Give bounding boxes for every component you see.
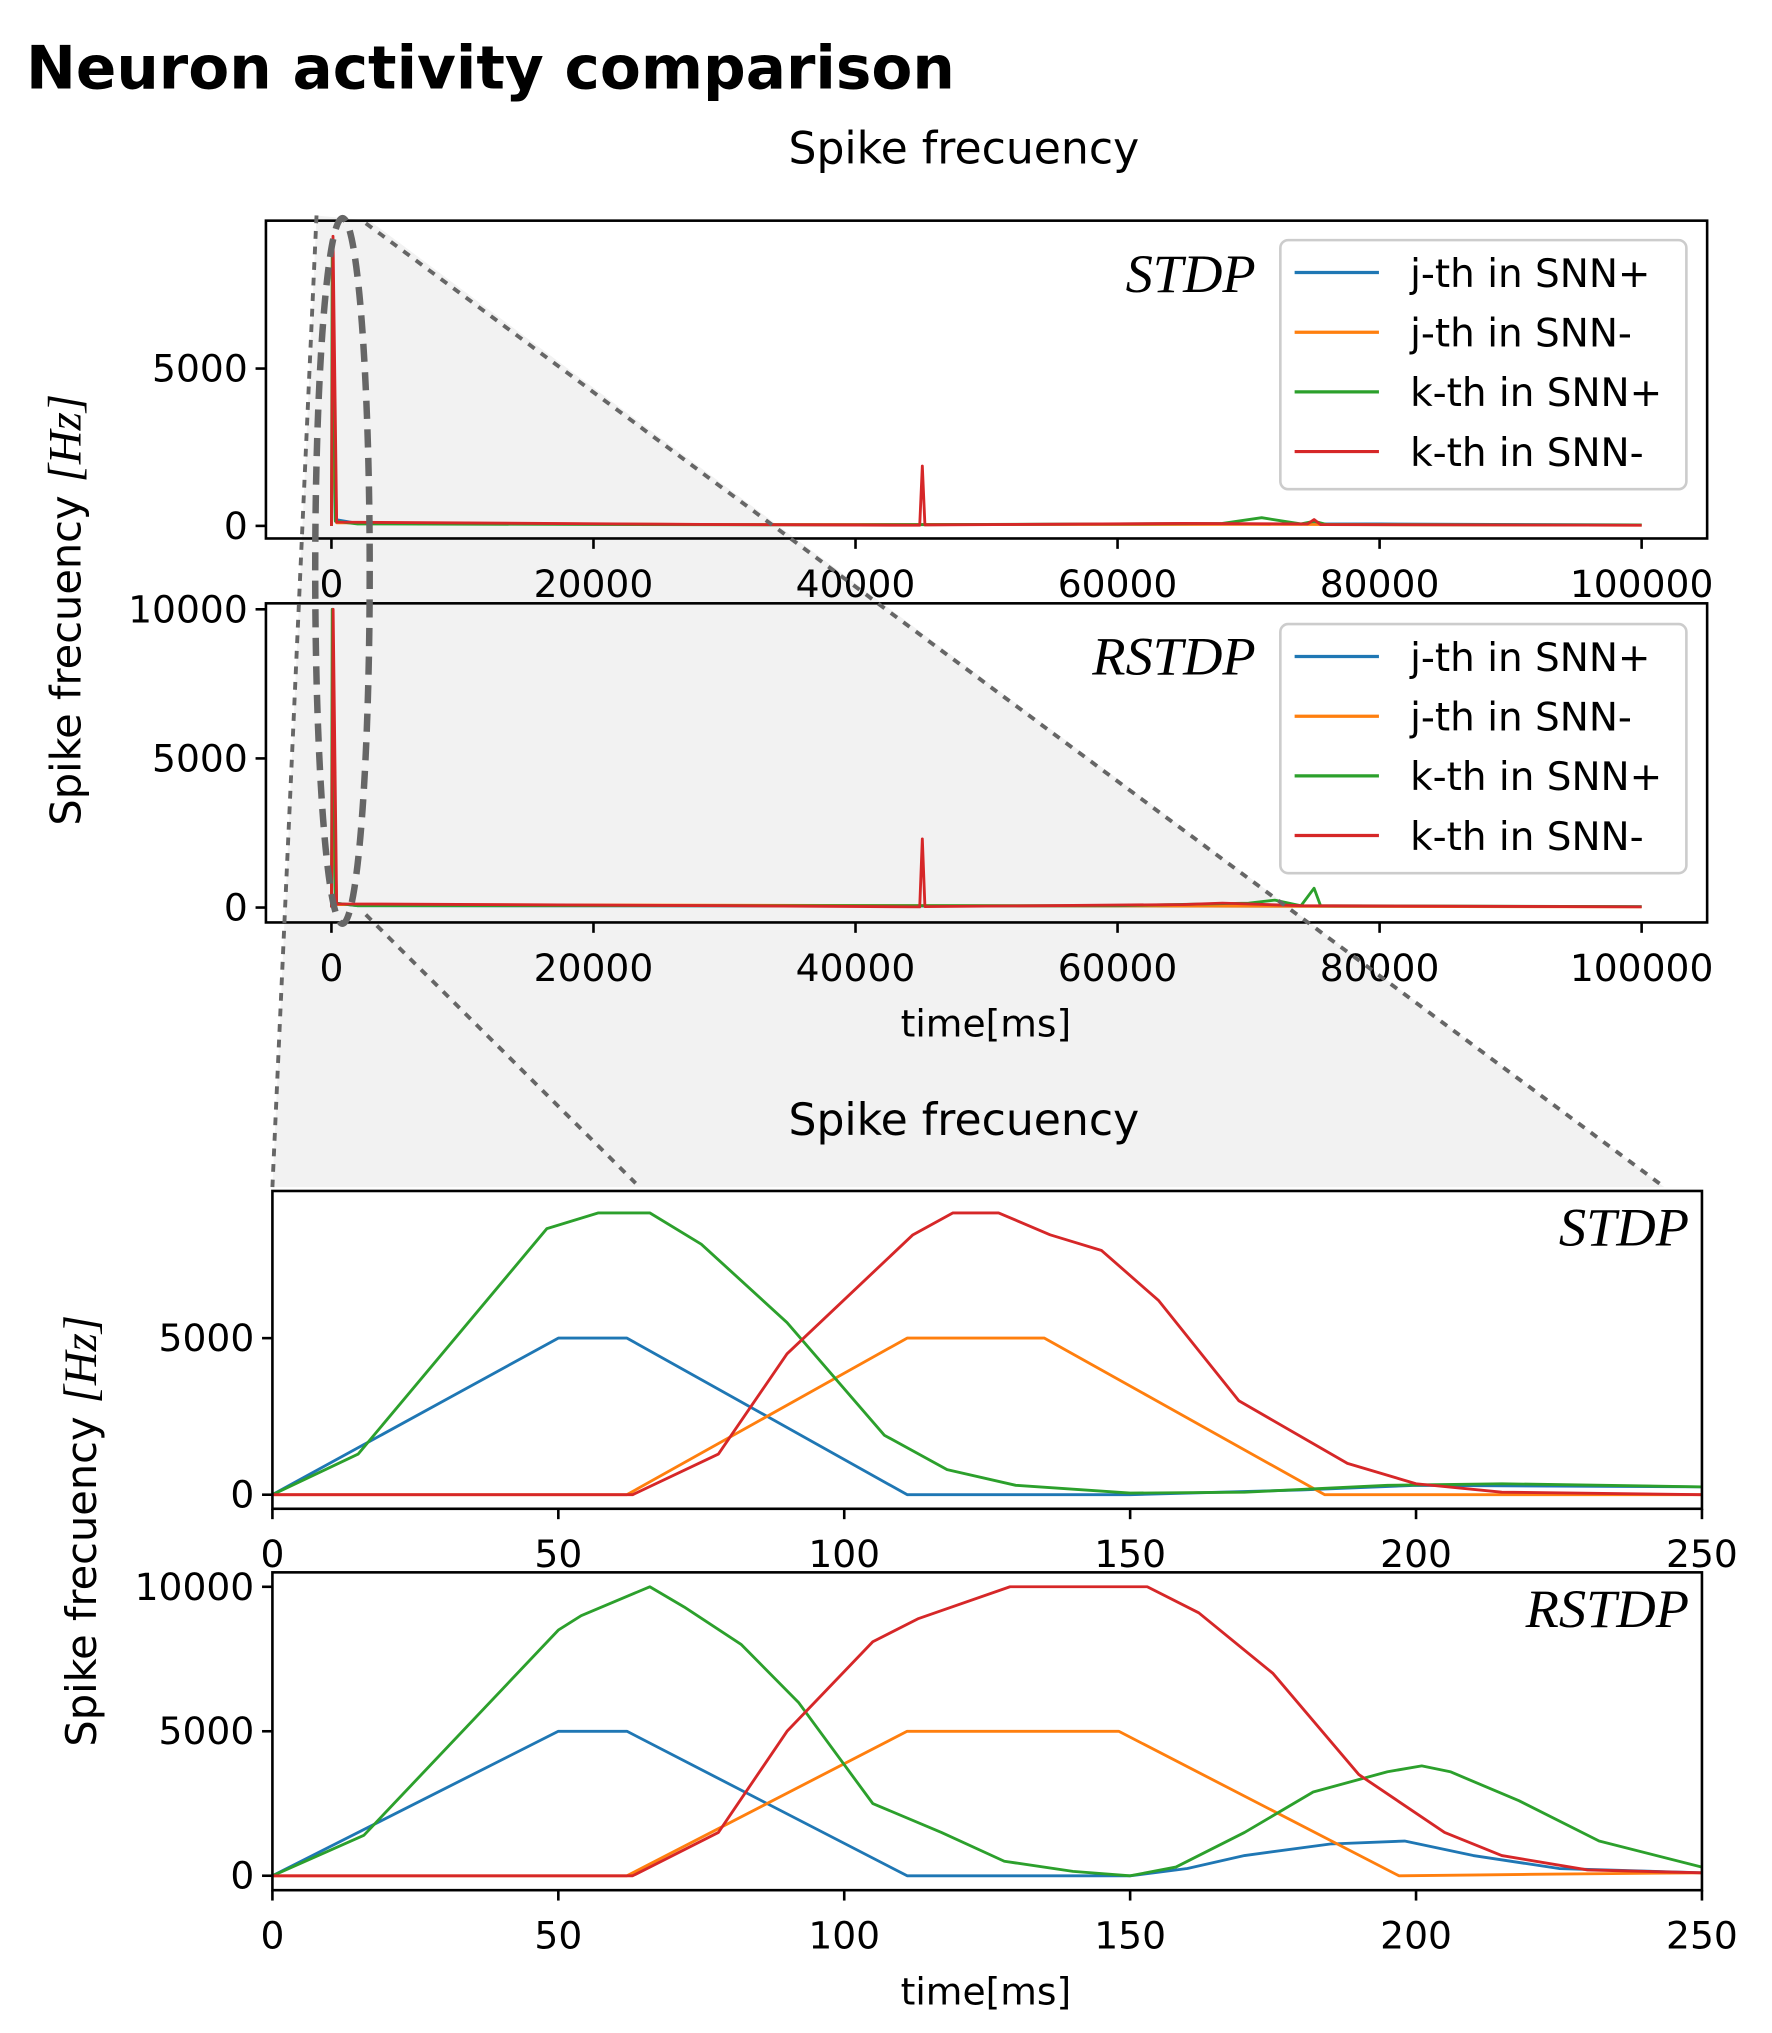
legend-box <box>1279 238 1688 491</box>
x-tick-label: 50 <box>534 1914 582 1958</box>
series-line-3 <box>272 1585 1702 1878</box>
panel-label: STDP <box>1559 1196 1689 1257</box>
panel-overview-stdp: 0 20000 40000 60000 80000 100000 0 5000 STDP j-th… <box>152 219 1714 606</box>
legend-entry: k-th in SNN- <box>1410 815 1644 860</box>
x-tick-label: 60000 <box>1058 946 1178 990</box>
series-line-2 <box>271 1585 1703 1878</box>
x-tick-label: 100 <box>808 1532 880 1576</box>
series-line-3 <box>330 607 1642 909</box>
x-tick-label: 80000 <box>1320 946 1440 990</box>
legend-entry: j-th in SNN- <box>1409 695 1632 740</box>
y-tick-label: 5000 <box>159 1709 255 1753</box>
y-tick-label: 0 <box>230 1854 254 1898</box>
panel-label: STDP <box>1126 243 1256 304</box>
x-tick-label: 200 <box>1380 1532 1452 1576</box>
series-line-0 <box>271 1729 1702 1878</box>
series-line-2 <box>271 1211 1702 1496</box>
overview-title: Spike frecuency <box>788 124 1139 175</box>
y-tick-label: 5000 <box>152 736 248 780</box>
zoom-shade <box>272 215 1665 1188</box>
x-tick-label: 60000 <box>1058 562 1178 606</box>
x-tick-label: 0 <box>260 1914 284 1958</box>
x-tick-label: 80000 <box>1320 562 1440 606</box>
y-tick-label: 10000 <box>135 1565 255 1609</box>
legend: j-th in SNN+ j-th in SNN-k-th in SNN+ k-th… <box>1279 622 1688 875</box>
x-tick-label: 150 <box>1094 1914 1166 1958</box>
legend-entry: k-th in SNN+ <box>1410 755 1662 800</box>
legend: j-th in SNN+ j-th in SNN-k-th in SNN+ k-th… <box>1279 238 1688 491</box>
x-tick-label: 100 <box>808 1914 880 1958</box>
legend-entry: j-th in SNN+ <box>1409 636 1650 681</box>
panel-zoom-rstdp: 0 50 100 150 200 250 0 5000 10000 RSTDP time[ms] <box>135 1565 1738 2014</box>
x-tick-label: 40000 <box>796 562 916 606</box>
zoom-region-ellipse <box>311 214 373 927</box>
x-tick-label: 0 <box>260 1532 284 1576</box>
axes-frame <box>264 219 1709 540</box>
x-tick-label: 200 <box>1380 1914 1452 1958</box>
y-tick-label: 0 <box>224 504 248 548</box>
x-tick-label: 0 <box>319 562 343 606</box>
series-line-3 <box>330 234 1642 527</box>
legend-box <box>1279 622 1688 875</box>
y-tick-label: 0 <box>224 886 248 930</box>
x-tick-label: 0 <box>319 946 343 990</box>
x-tick-label: 250 <box>1666 1914 1738 1958</box>
zoom-connector-lines <box>270 214 1666 1189</box>
ylabel-text: Spike frecuency <box>41 482 90 825</box>
y-tick-label: 5000 <box>159 1316 255 1360</box>
legend-entry: j-th in SNN+ <box>1409 252 1650 297</box>
axes-frame <box>271 1189 1704 1511</box>
page-title: Neuron activity comparison <box>26 34 955 103</box>
x-tick-label: 100000 <box>1570 562 1714 606</box>
x-tick-label: 100000 <box>1570 946 1714 990</box>
overview-y-label: Spike frecuency [Hz] <box>39 394 91 826</box>
y-tick-label: 0 <box>230 1473 254 1517</box>
y-tick-label: 10000 <box>128 587 248 631</box>
series-line-3 <box>272 1211 1702 1497</box>
x-tick-label: 40000 <box>796 946 916 990</box>
panel-label: RSTDP <box>1525 1578 1689 1639</box>
x-tick-label: 50 <box>534 1532 582 1576</box>
plot-background <box>272 1190 1702 1509</box>
x-tick-label: 150 <box>1094 1532 1166 1576</box>
zoom-y-label: Spike frecuency [Hz] <box>55 1315 107 1747</box>
x-tick-label: 20000 <box>534 946 654 990</box>
panel-overview-rstdp: 0 20000 40000 60000 80000 100000 0 5000 10000 RST… <box>128 587 1713 1045</box>
x-tick-label: 20000 <box>534 562 654 606</box>
axes-frame <box>264 602 1709 924</box>
x-axis-label: time[ms] <box>901 1969 1072 2013</box>
legend-entry: k-th in SNN+ <box>1410 371 1662 416</box>
legend-entry: j-th in SNN- <box>1409 311 1632 356</box>
panel-label: RSTDP <box>1091 626 1255 687</box>
x-axis-label: time[ms] <box>901 1002 1072 1046</box>
legend-entry: k-th in SNN- <box>1410 431 1644 476</box>
zoom-title: Spike frecuency <box>788 1095 1139 1146</box>
x-tick-label: 250 <box>1666 1532 1738 1576</box>
y-tick-label: 5000 <box>152 347 248 391</box>
panel-zoom-stdp: 0 50 100 150 200 250 0 5000 STDP <box>159 1189 1738 1576</box>
